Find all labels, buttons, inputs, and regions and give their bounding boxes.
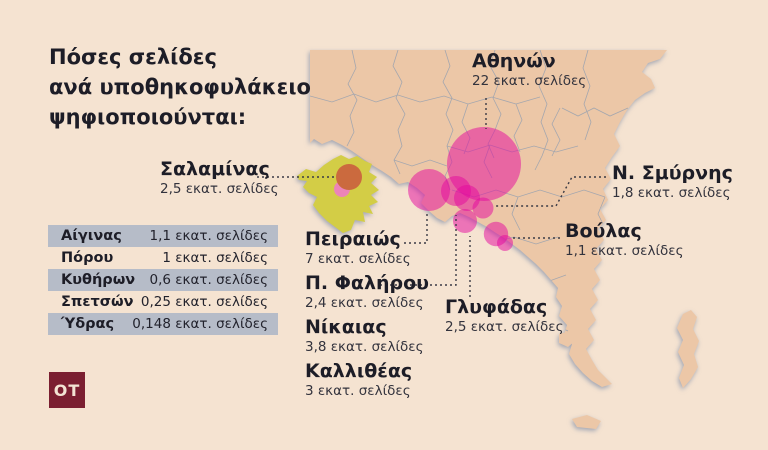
table-row: Κυθήρων 0,6 εκατ. σελίδες	[48, 269, 278, 291]
label-smyrni-name: Ν. Σμύρνης	[612, 162, 733, 184]
label-athens-value: 22 εκατ. σελίδες	[472, 73, 587, 89]
page-title-line2: ανά υποθηκοφυλάκειο	[49, 75, 311, 99]
label-athens: Αθηνών 22 εκατ. σελίδες	[472, 50, 586, 90]
connector-smyrni	[495, 176, 606, 207]
label-voula-value: 1,1 εκατ. σελίδες	[565, 243, 684, 259]
label-glyfada-name: Γλυφάδας	[445, 296, 548, 318]
label-glyfada: Γλυφάδας 2,5 εκατ. σελίδες	[445, 296, 564, 336]
bubble-salamina	[336, 164, 362, 190]
table-row-name: Ύδρας	[61, 316, 115, 332]
connector-faliro	[380, 215, 457, 286]
label-salamina: Σαλαμίνας 2,5 εκατ. σελίδες	[160, 158, 279, 198]
label-piraeus: Πειραιώς 7 εκατ. σελίδες	[305, 228, 411, 268]
islands-table: Αίγινας 1,1 εκατ. σελίδες Πόρου 1 εκατ. …	[48, 225, 278, 335]
label-athens-name: Αθηνών	[472, 50, 556, 72]
table-row: Πόρου 1 εκατ. σελίδες	[48, 247, 278, 269]
label-nikaia-name: Νίκαιας	[305, 316, 387, 338]
label-faliro-value: 2,4 εκατ. σελίδες	[305, 295, 424, 311]
label-glyfada-value: 2,5 εκατ. σελίδες	[445, 319, 564, 335]
table-row: Σπετσών 0,25 εκατ. σελίδες	[48, 291, 278, 313]
small-island-north	[559, 331, 576, 347]
table-row-name: Πόρου	[61, 250, 114, 266]
bubble-piraeus	[408, 169, 450, 211]
page-title-line3: ψηφιοποιούνται:	[49, 105, 247, 129]
label-smyrni-value: 1,8 εκατ. σελίδες	[612, 185, 731, 201]
label-faliro-name: Π. Φαλήρου	[305, 272, 429, 294]
label-kallithea: Καλλιθέας 3 εκατ. σελίδες	[305, 360, 412, 400]
table-row-value: 0,148 εκατ. σελίδες	[132, 316, 268, 332]
bubble-voula	[497, 235, 513, 251]
table-row-name: Κυθήρων	[61, 272, 136, 288]
table-row-name: Σπετσών	[61, 294, 134, 310]
page-title-line1: Πόσες σελίδες	[49, 45, 217, 69]
small-island-south	[572, 415, 601, 429]
table-row-value: 0,6 εκατ. σελίδες	[149, 272, 268, 288]
page-title: Πόσες σελίδες ανά υποθηκοφυλάκειο ψηφιοπ…	[49, 42, 319, 132]
table-row-value: 0,25 εκατ. σελίδες	[140, 294, 268, 310]
label-salamina-value: 2,5 εκατ. σελίδες	[160, 181, 279, 197]
label-kallithea-name: Καλλιθέας	[305, 360, 413, 382]
bubble-smyrni	[472, 197, 494, 219]
label-salamina-name: Σαλαμίνας	[160, 158, 270, 180]
ot-logo: OT	[49, 372, 85, 408]
label-piraeus-name: Πειραιώς	[305, 228, 401, 250]
bubble-faliro	[453, 209, 477, 233]
label-faliro: Π. Φαλήρου 2,4 εκατ. σελίδες	[305, 272, 429, 312]
label-piraeus-value: 7 εκατ. σελίδες	[305, 251, 411, 267]
makronisos-island	[677, 310, 699, 388]
label-nikaia: Νίκαιας 3,8 εκατ. σελίδες	[305, 316, 424, 356]
label-nikaia-value: 3,8 εκατ. σελίδες	[305, 339, 424, 355]
table-row-value: 1,1 εκατ. σελίδες	[149, 228, 268, 244]
connectors	[257, 98, 606, 297]
table-row: Αίγινας 1,1 εκατ. σελίδες	[48, 225, 278, 247]
table-row-value: 1 εκατ. σελίδες	[162, 250, 268, 266]
label-voula-name: Βούλας	[565, 220, 642, 242]
label-voula: Βούλας 1,1 εκατ. σελίδες	[565, 220, 684, 260]
label-smyrni: Ν. Σμύρνης 1,8 εκατ. σελίδες	[612, 162, 733, 202]
label-kallithea-value: 3 εκατ. σελίδες	[305, 383, 411, 399]
bubbles	[334, 127, 521, 251]
table-row-name: Αίγινας	[61, 228, 122, 244]
table-row: Ύδρας 0,148 εκατ. σελίδες	[48, 313, 278, 335]
